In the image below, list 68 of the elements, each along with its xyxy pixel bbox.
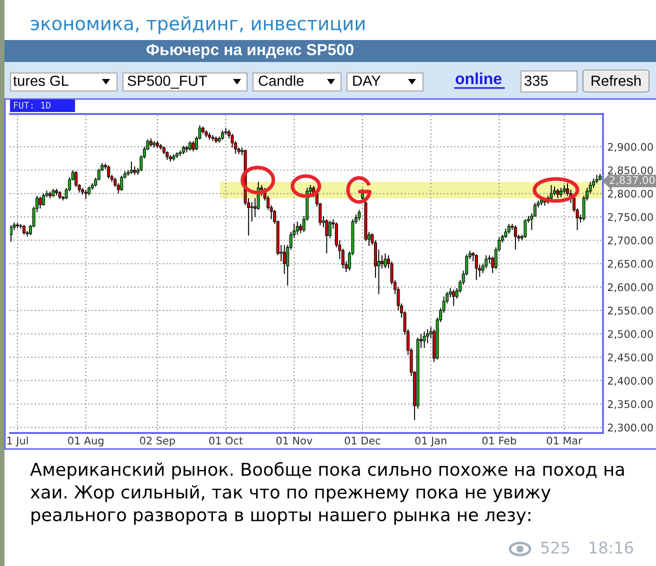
- y-tick-label: 2,900.00: [608, 142, 653, 152]
- x-tick-label: 1 Jul: [7, 436, 28, 446]
- text: 335: [524, 76, 548, 86]
- candlestick: [22, 224, 26, 236]
- text: online: [456, 72, 502, 84]
- text: SP500_FUT: [128, 76, 207, 89]
- candlestick: [42, 193, 46, 206]
- candlestick: [524, 218, 527, 238]
- y-tick-label: 2,550.00: [608, 306, 653, 316]
- candlestick: [188, 140, 192, 151]
- x-tick-label: 02 Sep: [140, 436, 175, 447]
- candlestick: [422, 331, 426, 348]
- y-tick-label: 2,800.00: [608, 190, 653, 199]
- candlestick: [560, 187, 563, 198]
- candlestick: [296, 221, 299, 236]
- x-tick-label: 01 Oct: [209, 436, 243, 445]
- x-tick-label: 01 Dec: [344, 436, 380, 445]
- y-tick-label: 2,500.00: [608, 330, 653, 340]
- candlestick: [107, 164, 110, 180]
- candlestick: [358, 209, 361, 222]
- candlestick: [282, 244, 286, 274]
- x-tick-label: 01 Mar: [546, 436, 582, 445]
- candlestick: [556, 188, 560, 199]
- text: tures GL: [13, 76, 68, 86]
- text: 2,837.00: [610, 176, 655, 186]
- candlestick: [299, 223, 302, 234]
- x-tick-label: 01 Nov: [276, 436, 312, 445]
- candlestick: [507, 223, 510, 234]
- candlestick: [514, 224, 517, 250]
- y-tick-label: 2,400.00: [608, 376, 653, 386]
- candlestick: [384, 252, 387, 269]
- text: Candle: [258, 75, 304, 86]
- candlestick: [550, 184, 553, 202]
- y-tick-label: 2,600.00: [608, 283, 653, 292]
- candlestick: [84, 189, 88, 200]
- candlestick: [38, 196, 42, 209]
- x-tick-label: 01 Jan: [415, 436, 446, 446]
- x-tick-label: 01 Aug: [68, 436, 104, 447]
- candlestick: [325, 218, 328, 254]
- text: DAY: [353, 76, 381, 86]
- candlestick: [328, 220, 332, 238]
- text: Refresh: [592, 75, 641, 86]
- candlestick: [380, 254, 384, 269]
- candlestick: [452, 288, 456, 306]
- y-tick-label: 2,650.00: [608, 260, 653, 269]
- candlestick: [504, 228, 508, 238]
- text: Американский рынок. Вообще пока сильно похоже на поход на хаи. Жор сильный, так что по прежнему пока не увижу реального разворота в шорты нашего рынка не лезу:: [30, 462, 624, 525]
- y-tick-label: 2,700.00: [608, 236, 653, 246]
- candlestick: [250, 201, 254, 222]
- candlestick: [221, 130, 224, 140]
- candlestick: [120, 175, 124, 192]
- y-tick-label: 2,300.00: [608, 424, 653, 433]
- candlestick: [130, 161, 133, 174]
- y-tick-label: 2,750.00: [608, 213, 653, 222]
- text: экономика, трейдинг, инвестиции: [31, 16, 364, 34]
- y-tick-label: 2,850.00: [608, 166, 653, 176]
- candlestick: [192, 140, 195, 152]
- y-tick-label: 2,450.00: [608, 353, 653, 362]
- candlestick: [484, 254, 488, 269]
- text: FUT: 1D: [14, 102, 50, 109]
- candlestick: [10, 224, 12, 242]
- text: 18:16: [590, 542, 634, 554]
- chart-title: Фьючерс на индекс SP500: [146, 44, 354, 58]
- candlestick: [474, 254, 478, 281]
- text: 525: [541, 542, 570, 554]
- candlestick: [426, 328, 430, 344]
- x-tick-label: 01 Feb: [482, 436, 516, 445]
- y-tick-label: 2,350.00: [608, 400, 653, 410]
